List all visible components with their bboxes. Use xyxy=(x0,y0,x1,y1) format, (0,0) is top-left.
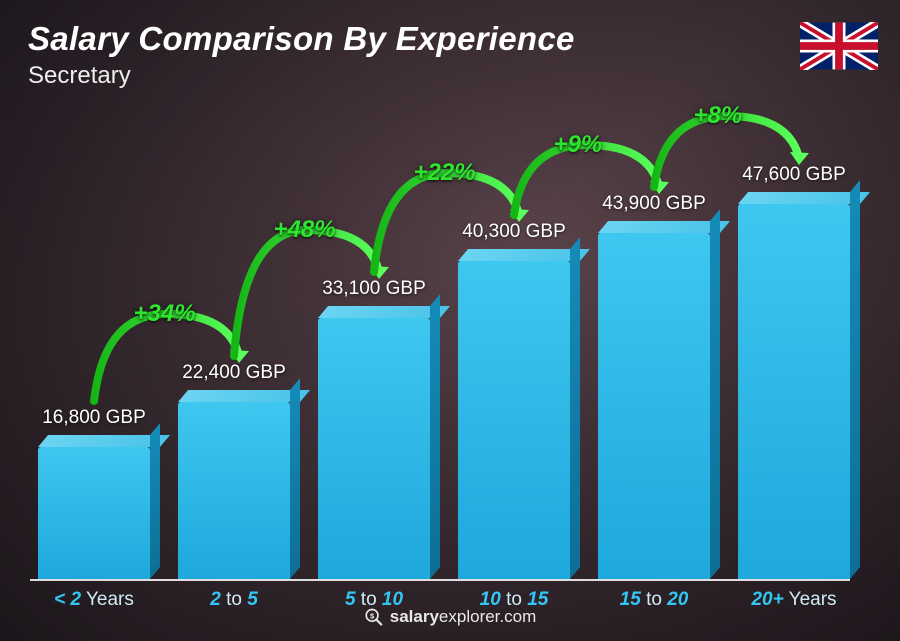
bar-front-face xyxy=(178,402,290,579)
bar-front-face xyxy=(38,447,150,579)
bar-1: 22,400 GBP xyxy=(178,402,290,579)
footer-rest: explorer.com xyxy=(439,607,536,626)
page-title: Salary Comparison By Experience xyxy=(28,20,575,58)
bar-4: 43,900 GBP xyxy=(598,233,710,579)
bar-value-label-4: 43,900 GBP xyxy=(602,193,706,215)
bar-side-face xyxy=(430,294,440,579)
x-axis-label-4: 15 to 20 xyxy=(620,589,689,611)
bar-side-face xyxy=(570,237,580,579)
bar-2: 33,100 GBP xyxy=(318,318,430,579)
bar-side-face xyxy=(850,180,860,579)
pct-increase-label-0: +34% xyxy=(134,300,196,328)
bar-value-label-3: 40,300 GBP xyxy=(462,221,566,243)
page-subtitle: Secretary xyxy=(28,62,575,90)
pct-increase-label-4: +8% xyxy=(694,102,743,130)
bar-0: 16,800 GBP xyxy=(38,447,150,579)
x-axis-label-5: 20+ Years xyxy=(751,589,836,611)
magnifier-dollar-icon: $ xyxy=(364,607,384,627)
pct-increase-label-1: +48% xyxy=(274,216,336,244)
bar-value-label-5: 47,600 GBP xyxy=(742,164,846,186)
pct-increase-label-3: +9% xyxy=(554,131,603,159)
x-axis-label-0: < 2 Years xyxy=(54,589,134,611)
bar-value-label-0: 16,800 GBP xyxy=(42,407,146,429)
bar-5: 47,600 GBP xyxy=(738,204,850,579)
bar-value-label-1: 22,400 GBP xyxy=(182,362,286,384)
uk-flag-icon xyxy=(800,22,878,70)
bar-front-face xyxy=(458,261,570,579)
bar-value-label-2: 33,100 GBP xyxy=(322,278,426,300)
footer-bold: salary xyxy=(390,607,439,626)
bar-front-face xyxy=(598,233,710,579)
header: Salary Comparison By Experience Secretar… xyxy=(28,20,575,90)
bar-front-face xyxy=(738,204,850,579)
bar-side-face xyxy=(290,378,300,579)
pct-increase-label-2: +22% xyxy=(414,159,476,187)
bar-side-face xyxy=(150,423,160,579)
x-axis-label-1: 2 to 5 xyxy=(210,589,258,611)
bar-chart: 16,800 GBP< 2 Years22,400 GBP2 to 533,10… xyxy=(30,100,850,581)
bar-side-face xyxy=(710,209,720,579)
bar-3: 40,300 GBP xyxy=(458,261,570,579)
bar-front-face xyxy=(318,318,430,579)
footer-brand: $ salaryexplorer.com xyxy=(364,607,537,627)
svg-text:$: $ xyxy=(370,611,375,620)
footer-text: salaryexplorer.com xyxy=(390,607,537,627)
